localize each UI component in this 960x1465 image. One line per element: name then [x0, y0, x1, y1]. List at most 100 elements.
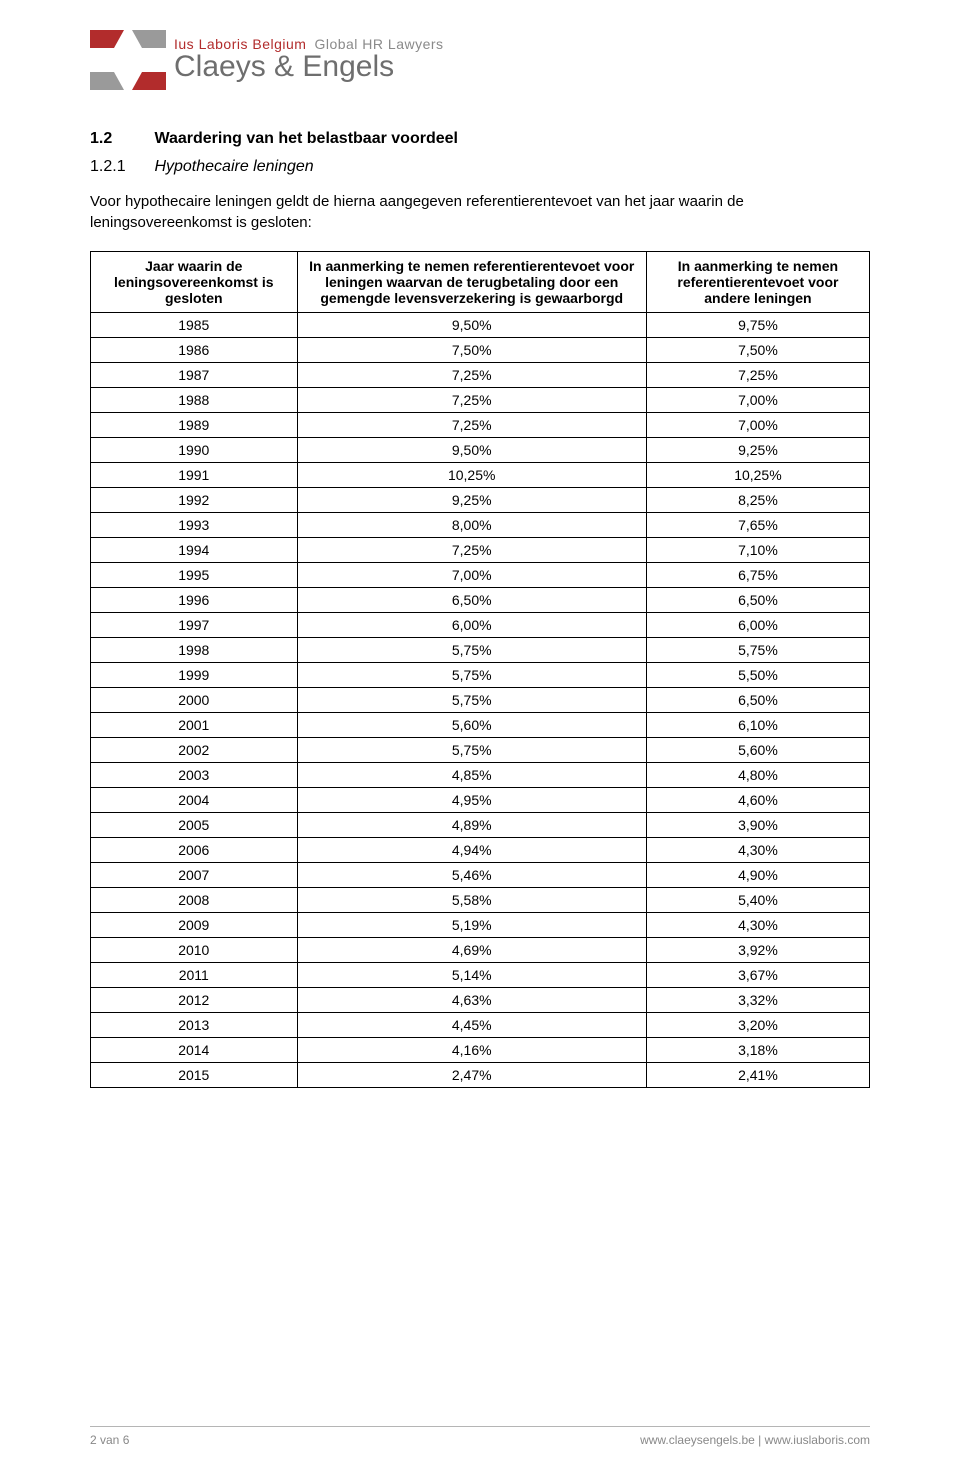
table-row: 20054,89%3,90% — [91, 813, 870, 838]
cell-rate-2: 6,75% — [646, 563, 869, 588]
cell-rate-1: 7,50% — [297, 338, 646, 363]
cell-rate-2: 7,25% — [646, 363, 869, 388]
cell-rate-1: 4,45% — [297, 1013, 646, 1038]
footer-link-1[interactable]: www.claeysengels.be — [640, 1433, 755, 1447]
subsection-number: 1.2.1 — [90, 158, 150, 176]
footer-link-2[interactable]: www.iuslaboris.com — [765, 1433, 870, 1447]
cell-rate-1: 9,50% — [297, 438, 646, 463]
cell-rate-2: 7,65% — [646, 513, 869, 538]
footer-separator: | — [755, 1433, 765, 1447]
cell-rate-2: 3,67% — [646, 963, 869, 988]
cell-rate-1: 7,25% — [297, 413, 646, 438]
cell-year: 2005 — [91, 813, 298, 838]
cell-year: 2003 — [91, 763, 298, 788]
cell-year: 2010 — [91, 938, 298, 963]
table-header-row: Jaar waarin de leningsovereenkomst is ge… — [91, 252, 870, 313]
cell-year: 2015 — [91, 1063, 298, 1088]
table-row: 19966,50%6,50% — [91, 588, 870, 613]
table-row: 20064,94%4,30% — [91, 838, 870, 863]
cell-rate-2: 8,25% — [646, 488, 869, 513]
cell-year: 1989 — [91, 413, 298, 438]
table-row: 20134,45%3,20% — [91, 1013, 870, 1038]
table-row: 19985,75%5,75% — [91, 638, 870, 663]
table-row: 19947,25%7,10% — [91, 538, 870, 563]
cell-year: 2000 — [91, 688, 298, 713]
cell-year: 2011 — [91, 963, 298, 988]
cell-rate-2: 6,10% — [646, 713, 869, 738]
footer-links: www.claeysengels.be | www.iuslaboris.com — [640, 1433, 870, 1447]
cell-rate-2: 7,50% — [646, 338, 869, 363]
cell-rate-2: 9,75% — [646, 313, 869, 338]
cell-year: 1993 — [91, 513, 298, 538]
table-row: 20044,95%4,60% — [91, 788, 870, 813]
cell-year: 1994 — [91, 538, 298, 563]
cell-rate-1: 4,16% — [297, 1038, 646, 1063]
table-row: 199110,25%10,25% — [91, 463, 870, 488]
cell-rate-1: 4,63% — [297, 988, 646, 1013]
table-row: 20034,85%4,80% — [91, 763, 870, 788]
cell-rate-2: 7,00% — [646, 413, 869, 438]
table-row: 20015,60%6,10% — [91, 713, 870, 738]
section-title: Waardering van het belastbaar voordeel — [154, 130, 458, 147]
cell-rate-2: 3,92% — [646, 938, 869, 963]
cell-rate-2: 10,25% — [646, 463, 869, 488]
cell-year: 2007 — [91, 863, 298, 888]
cell-rate-1: 8,00% — [297, 513, 646, 538]
cell-rate-2: 4,90% — [646, 863, 869, 888]
cell-year: 1990 — [91, 438, 298, 463]
cell-rate-2: 7,00% — [646, 388, 869, 413]
cell-year: 1998 — [91, 638, 298, 663]
cell-rate-2: 4,80% — [646, 763, 869, 788]
cell-rate-1: 7,25% — [297, 538, 646, 563]
table-row: 20075,46%4,90% — [91, 863, 870, 888]
cell-rate-1: 6,50% — [297, 588, 646, 613]
cell-year: 1987 — [91, 363, 298, 388]
cell-year: 1985 — [91, 313, 298, 338]
cell-rate-1: 4,89% — [297, 813, 646, 838]
cell-rate-2: 2,41% — [646, 1063, 869, 1088]
cell-rate-2: 5,60% — [646, 738, 869, 763]
table-row: 20152,47%2,41% — [91, 1063, 870, 1088]
col-header-rate-2: In aanmerking te nemen referentierentevo… — [646, 252, 869, 313]
cell-rate-1: 5,75% — [297, 688, 646, 713]
cell-year: 2006 — [91, 838, 298, 863]
cell-rate-2: 4,30% — [646, 913, 869, 938]
table-row: 20085,58%5,40% — [91, 888, 870, 913]
rates-table: Jaar waarin de leningsovereenkomst is ge… — [90, 251, 870, 1088]
brand-name: Claeys & Engels — [174, 50, 444, 84]
cell-rate-1: 4,95% — [297, 788, 646, 813]
cell-rate-1: 4,85% — [297, 763, 646, 788]
cell-rate-2: 3,90% — [646, 813, 869, 838]
cell-rate-1: 7,00% — [297, 563, 646, 588]
table-row: 19976,00%6,00% — [91, 613, 870, 638]
cell-year: 1999 — [91, 663, 298, 688]
brand-logo-icon — [90, 30, 166, 90]
cell-year: 1988 — [91, 388, 298, 413]
table-row: 19877,25%7,25% — [91, 363, 870, 388]
table-row: 20104,69%3,92% — [91, 938, 870, 963]
page-number: 2 van 6 — [90, 1433, 129, 1447]
cell-rate-1: 5,75% — [297, 663, 646, 688]
table-row: 19995,75%5,50% — [91, 663, 870, 688]
cell-rate-1: 5,14% — [297, 963, 646, 988]
table-row: 19957,00%6,75% — [91, 563, 870, 588]
cell-rate-1: 6,00% — [297, 613, 646, 638]
cell-rate-1: 5,19% — [297, 913, 646, 938]
cell-rate-2: 3,18% — [646, 1038, 869, 1063]
cell-year: 2004 — [91, 788, 298, 813]
table-row: 20005,75%6,50% — [91, 688, 870, 713]
cell-year: 2008 — [91, 888, 298, 913]
table-row: 20025,75%5,60% — [91, 738, 870, 763]
table-row: 19887,25%7,00% — [91, 388, 870, 413]
page-footer: 2 van 6 www.claeysengels.be | www.iuslab… — [90, 1426, 870, 1447]
table-row: 20144,16%3,18% — [91, 1038, 870, 1063]
table-row: 19938,00%7,65% — [91, 513, 870, 538]
cell-year: 1992 — [91, 488, 298, 513]
cell-rate-2: 7,10% — [646, 538, 869, 563]
cell-rate-2: 5,75% — [646, 638, 869, 663]
cell-year: 1997 — [91, 613, 298, 638]
cell-rate-1: 5,75% — [297, 738, 646, 763]
cell-rate-1: 5,58% — [297, 888, 646, 913]
cell-year: 2014 — [91, 1038, 298, 1063]
cell-rate-2: 6,00% — [646, 613, 869, 638]
